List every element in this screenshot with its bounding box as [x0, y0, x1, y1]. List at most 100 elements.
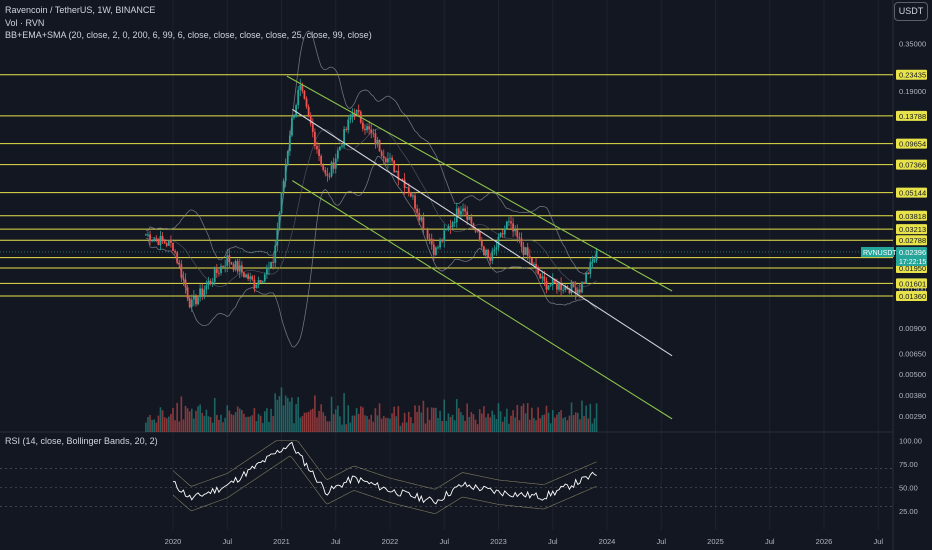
candle-body	[324, 169, 327, 174]
candle-body	[172, 242, 174, 252]
volume-bar	[190, 408, 193, 432]
volume-bar	[468, 417, 471, 432]
candle-body	[366, 126, 368, 131]
candle-body	[249, 276, 252, 279]
candle-body	[282, 180, 285, 193]
volume-bar	[472, 414, 475, 432]
symbol-tag	[861, 246, 894, 257]
candle-body	[370, 129, 373, 133]
candle-body	[572, 281, 575, 288]
candle-body	[560, 283, 562, 291]
time-axis[interactable]: 2020 Jul 2021 Jul 2022 Jul 2023 Jul 2024 Jul 2025 J…	[165, 537, 884, 546]
volume-bar	[460, 412, 462, 432]
candle-body	[457, 208, 460, 215]
level-tag-label: 0.05144	[899, 189, 926, 198]
candle-body	[445, 229, 448, 231]
candle-body	[528, 255, 531, 259]
candle-body	[581, 282, 583, 293]
volume-bar	[243, 413, 245, 432]
bb-lower	[145, 155, 597, 348]
volume-bar	[574, 412, 577, 432]
volume-bar	[159, 407, 162, 432]
time-tick-label: Jul	[331, 537, 341, 546]
candle-body	[361, 122, 364, 129]
volume-bar	[201, 412, 204, 432]
volume-bar	[506, 408, 508, 432]
volume-bar	[514, 417, 516, 432]
candle-body	[530, 258, 533, 265]
volume-bar	[458, 408, 460, 432]
volume-bar	[437, 417, 439, 432]
volume-bar	[155, 422, 158, 432]
price-tick-label: 0.00650	[899, 349, 926, 358]
price-axis[interactable]: 0.35000 0.19000 0.01500 0.00900 0.00650 0.005…	[861, 40, 927, 422]
candle-body	[382, 156, 385, 159]
candle-body	[201, 288, 204, 296]
volume-bar	[391, 413, 393, 432]
volume-bar	[226, 405, 229, 432]
volume-bar	[172, 407, 174, 432]
candle-body	[299, 85, 302, 90]
volume-bar	[399, 425, 402, 432]
volume-bar	[274, 393, 277, 432]
candle-body	[405, 187, 408, 189]
rsi-tick-label: 25.00	[899, 507, 918, 516]
volume-bar	[307, 411, 310, 432]
time-tick-label: 2023	[490, 537, 507, 546]
candle-body	[364, 128, 366, 131]
volume-bar	[353, 415, 356, 432]
price-tag	[896, 246, 927, 266]
volume-bar	[556, 414, 558, 432]
volume-bar	[566, 420, 569, 432]
volume-bar	[218, 419, 220, 432]
volume-bar	[541, 415, 544, 432]
volume-bar	[311, 408, 314, 432]
volume-bar	[551, 410, 554, 432]
currency-button[interactable]: USDT	[894, 2, 928, 21]
price-tick-label: 0.00290	[899, 412, 926, 421]
volume-bar	[447, 413, 450, 432]
candle-body	[297, 89, 300, 106]
volume-bar	[591, 423, 594, 432]
candle-body	[551, 278, 554, 285]
volume-bar	[537, 407, 539, 432]
candle-body	[368, 126, 371, 130]
candle-body	[397, 170, 400, 180]
rsi-pane: 100.00 75.00 50.00 25.00	[0, 437, 922, 516]
candle-body	[476, 231, 479, 233]
volume-bar	[453, 420, 456, 432]
candle-body	[222, 266, 224, 267]
volume-bar	[595, 403, 598, 432]
candle-body	[435, 247, 437, 255]
volume-bar	[170, 413, 172, 432]
candle-body	[482, 246, 485, 255]
time-tick-label: Jul	[548, 537, 558, 546]
candle-body	[157, 238, 160, 246]
candle-body	[422, 217, 425, 230]
volume-bar	[416, 411, 418, 432]
candle-body	[186, 287, 189, 299]
volume-bar	[280, 387, 283, 432]
candle-body	[336, 150, 339, 159]
candle-body	[514, 229, 517, 232]
candle-body	[585, 272, 588, 284]
candle-body	[313, 131, 316, 146]
candle-body	[180, 264, 183, 278]
level-tag	[896, 159, 927, 170]
candle-body	[418, 213, 421, 221]
trend-channels[interactable]	[286, 75, 673, 420]
trend-line	[292, 180, 673, 420]
candle-body	[474, 228, 477, 232]
rsi-tick-label: 50.00	[899, 484, 918, 493]
volume-bar	[249, 416, 252, 432]
candle-body	[278, 213, 281, 229]
candle-body	[533, 263, 535, 265]
candle-body	[453, 222, 456, 224]
candle-body	[178, 262, 181, 265]
volume-bar	[247, 416, 249, 432]
volume-bar	[403, 412, 406, 432]
candle-body	[251, 276, 254, 280]
candle-body	[464, 208, 467, 212]
candle-body	[522, 246, 525, 255]
